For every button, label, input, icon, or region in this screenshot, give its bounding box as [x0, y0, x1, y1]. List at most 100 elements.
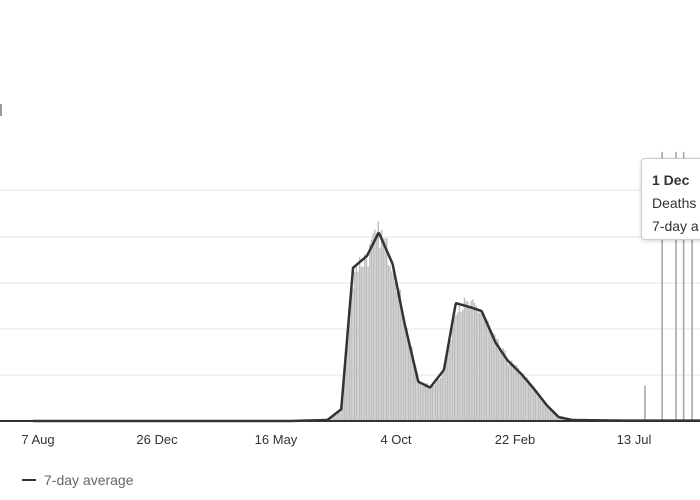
daily-bar [456, 312, 459, 421]
daily-bar [455, 315, 457, 421]
daily-bar [524, 380, 526, 421]
daily-bar [436, 378, 439, 421]
daily-bar [541, 399, 543, 421]
daily-bar [450, 340, 452, 421]
daily-bar [458, 305, 461, 421]
daily-bar [522, 373, 525, 421]
daily-spikes [644, 151, 693, 421]
legend-line-swatch [22, 479, 36, 481]
daily-bar [431, 385, 434, 421]
daily-bar [526, 377, 528, 421]
legend[interactable]: 7-day average [22, 472, 134, 488]
daily-bar [401, 312, 403, 421]
daily-bar [553, 411, 555, 421]
daily-bar [348, 320, 351, 421]
daily-bar [365, 258, 368, 421]
daily-bar [384, 238, 386, 421]
daily-bar [404, 328, 406, 421]
daily-bar [333, 415, 336, 421]
daily-bar [500, 350, 503, 421]
daily-bar [465, 300, 467, 421]
daily-bar [549, 408, 552, 421]
daily-bar [435, 383, 437, 421]
daily-bar [467, 301, 469, 421]
daily-bar [416, 371, 418, 421]
daily-bar [560, 417, 562, 421]
daily-bar [511, 360, 513, 421]
x-tick-label: 4 Oct [380, 432, 411, 447]
daily-bar [347, 335, 349, 421]
daily-bar [509, 363, 511, 421]
daily-bar [527, 379, 530, 421]
daily-bar [529, 382, 531, 421]
chart-edge-marker [0, 104, 2, 116]
daily-bar [482, 312, 484, 421]
daily-bar [330, 417, 332, 421]
daily-bar [441, 374, 444, 421]
daily-bar [475, 306, 477, 421]
daily-bar [472, 299, 474, 421]
daily-bar [534, 390, 537, 421]
daily-bar [480, 312, 483, 421]
daily-bar [335, 414, 337, 421]
daily-bar [426, 383, 428, 421]
daily-bar [477, 308, 479, 421]
daily-bar [362, 266, 364, 421]
daily-bar [379, 247, 381, 421]
daily-bar [443, 369, 445, 421]
daily-bar [369, 244, 371, 421]
daily-bar [391, 271, 393, 421]
daily-bar [433, 385, 435, 421]
tooltip-average-line: 7-day a [652, 218, 699, 234]
daily-bar [345, 358, 347, 421]
x-tick-label: 22 Feb [495, 432, 535, 447]
daily-spike [675, 151, 677, 421]
daily-bar [392, 274, 395, 421]
daily-bar [340, 409, 342, 421]
daily-bar [382, 238, 385, 421]
daily-bars [313, 221, 609, 421]
daily-bar [473, 303, 476, 421]
daily-bar [423, 385, 425, 421]
daily-bar [512, 363, 515, 421]
daily-bar [350, 293, 352, 421]
daily-bar [556, 415, 559, 421]
tooltip-title: 1 Dec [652, 172, 690, 188]
daily-bar [343, 378, 346, 421]
daily-bar [375, 232, 378, 421]
daily-bar [438, 379, 440, 421]
daily-bar [463, 297, 466, 421]
daily-bar [374, 229, 376, 421]
daily-spike [682, 151, 685, 421]
daily-bar [418, 381, 420, 421]
daily-bar [407, 341, 410, 421]
daily-bar [428, 388, 430, 421]
daily-bar [342, 399, 344, 421]
daily-bar [331, 416, 334, 421]
daily-bar [421, 385, 423, 421]
daily-bar [492, 332, 494, 421]
daily-bar [502, 348, 504, 421]
daily-bar [397, 287, 400, 421]
daily-bar [490, 329, 493, 421]
daily-bar [470, 300, 472, 421]
daily-bar [360, 266, 363, 421]
daily-bar [411, 346, 413, 421]
daily-bar [514, 365, 516, 421]
daily-bar [440, 378, 442, 421]
daily-bar [414, 365, 417, 421]
daily-bar [539, 394, 542, 421]
daily-bar [544, 402, 547, 421]
daily-bar [357, 271, 359, 421]
daily-bar [352, 288, 354, 421]
daily-bar [338, 411, 341, 421]
daily-bar [446, 353, 449, 421]
daily-bar [355, 264, 357, 421]
daily-bar [519, 374, 521, 421]
daily-bar [394, 282, 396, 421]
daily-spike [691, 214, 693, 421]
daily-bar [402, 321, 405, 421]
daily-bar [399, 289, 401, 421]
daily-bar [504, 350, 506, 421]
